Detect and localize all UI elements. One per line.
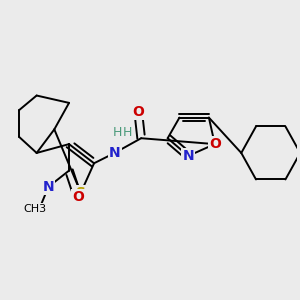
Text: H: H [113, 126, 122, 139]
Text: methyl: methyl [53, 161, 58, 162]
Text: N: N [182, 149, 194, 163]
Text: CH3: CH3 [24, 204, 47, 214]
Text: N: N [43, 180, 54, 194]
Text: O: O [209, 137, 221, 151]
Text: H: H [123, 126, 133, 139]
Text: S: S [76, 186, 86, 200]
Text: O: O [72, 190, 84, 204]
Text: O: O [132, 105, 144, 119]
Text: N: N [109, 146, 121, 160]
